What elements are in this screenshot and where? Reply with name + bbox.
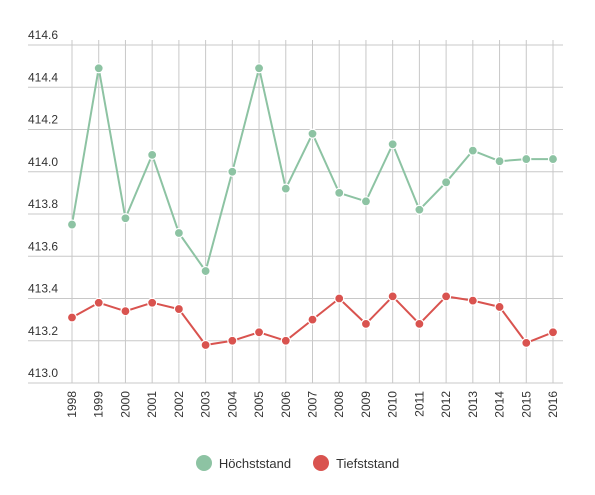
data-point-series-2[interactable] xyxy=(307,314,318,325)
x-tick-label: 2008 xyxy=(332,391,346,418)
x-tick-label: 1999 xyxy=(92,391,106,418)
x-tick-label: 2005 xyxy=(252,391,266,418)
data-point-series-1[interactable] xyxy=(387,139,398,150)
data-point-series-1[interactable] xyxy=(93,63,104,74)
data-point-series-1[interactable] xyxy=(280,183,291,194)
data-point-series-2[interactable] xyxy=(414,318,425,329)
data-point-series-1[interactable] xyxy=(414,204,425,215)
y-tick-label: 414.4 xyxy=(28,70,58,84)
legend-item-series-2[interactable]: Tiefststand xyxy=(313,455,399,471)
data-point-series-2[interactable] xyxy=(227,335,238,346)
data-point-series-1[interactable] xyxy=(147,149,158,160)
data-point-series-2[interactable] xyxy=(387,291,398,302)
legend-item-series-1[interactable]: Höchststand xyxy=(195,455,292,471)
data-point-series-2[interactable] xyxy=(200,339,211,351)
data-point-series-1[interactable] xyxy=(521,153,532,165)
x-gridlines xyxy=(71,40,554,383)
data-point-series-1[interactable] xyxy=(494,156,505,167)
data-point-series-2[interactable] xyxy=(253,327,265,338)
x-tick-label: 2012 xyxy=(439,391,453,418)
y-tick-label: 414.2 xyxy=(28,113,58,127)
legend: Höchststand Tiefststand xyxy=(0,455,595,471)
data-point-series-1[interactable] xyxy=(360,196,372,207)
data-point-series-2[interactable] xyxy=(360,318,372,329)
x-tick-label: 2003 xyxy=(199,391,213,418)
y-tick-label: 414.0 xyxy=(28,155,58,169)
x-tick-label: 2013 xyxy=(466,391,480,418)
x-tick-label: 2000 xyxy=(118,391,132,418)
data-point-series-1[interactable] xyxy=(253,63,265,74)
data-point-series-2[interactable] xyxy=(120,306,131,317)
y-tick-label: 413.4 xyxy=(28,282,58,296)
data-point-series-1[interactable] xyxy=(120,213,131,224)
legend-label-series-1: Höchststand xyxy=(218,455,292,471)
x-tick-label: 2007 xyxy=(306,391,320,418)
series-layer xyxy=(66,63,559,351)
data-point-series-2[interactable] xyxy=(467,295,478,306)
data-point-series-1[interactable] xyxy=(307,128,318,139)
y-tick-label: 413.0 xyxy=(28,366,58,380)
x-tick-label: 2002 xyxy=(172,391,186,418)
x-tick-label: 2010 xyxy=(386,391,400,418)
y-tick-label: 414.6 xyxy=(28,28,58,42)
data-point-series-1[interactable] xyxy=(467,145,478,156)
data-point-series-2[interactable] xyxy=(547,327,559,338)
y-tick-label: 413.2 xyxy=(28,324,58,338)
legend-swatch-series-1 xyxy=(195,455,212,471)
data-point-series-1[interactable] xyxy=(66,219,78,230)
data-point-series-1[interactable] xyxy=(441,177,452,188)
data-point-series-2[interactable] xyxy=(173,303,184,315)
data-point-series-2[interactable] xyxy=(334,293,345,304)
x-tick-label: 2006 xyxy=(279,391,293,418)
data-point-series-1[interactable] xyxy=(173,227,184,239)
data-point-series-2[interactable] xyxy=(66,312,78,323)
x-tick-label: 2009 xyxy=(359,391,373,418)
y-tick-label: 413.6 xyxy=(28,239,58,253)
data-point-series-1[interactable] xyxy=(227,166,238,177)
x-tick-label: 2001 xyxy=(145,391,159,418)
x-tick-label: 2014 xyxy=(493,391,507,418)
x-tick-label: 1998 xyxy=(65,391,79,418)
legend-label-series-2: Tiefststand xyxy=(336,455,400,471)
data-point-series-2[interactable] xyxy=(441,291,452,302)
data-point-series-2[interactable] xyxy=(280,335,291,346)
x-tick-label: 2015 xyxy=(519,391,533,418)
legend-swatch-series-2 xyxy=(313,455,330,471)
data-point-series-2[interactable] xyxy=(147,297,158,308)
x-tick-label: 2016 xyxy=(546,391,560,418)
data-point-series-2[interactable] xyxy=(494,301,505,313)
x-tick-label: 2004 xyxy=(225,391,239,418)
y-axis-tick-labels: 413.0 413.2 413.4 413.6 413.8 414.0 414.2 414.4… xyxy=(28,28,58,380)
x-tick-label: 2011 xyxy=(412,391,426,417)
x-axis-tick-labels: 1998 1999 2000 2001 2002 2003 2004 2005 2006 2007… xyxy=(65,391,560,418)
data-point-series-1[interactable] xyxy=(547,153,559,165)
y-tick-label: 413.8 xyxy=(28,197,58,211)
data-point-series-2[interactable] xyxy=(521,337,532,348)
data-point-series-1[interactable] xyxy=(200,265,211,277)
data-point-series-1[interactable] xyxy=(334,187,345,198)
data-point-series-2[interactable] xyxy=(93,297,104,308)
